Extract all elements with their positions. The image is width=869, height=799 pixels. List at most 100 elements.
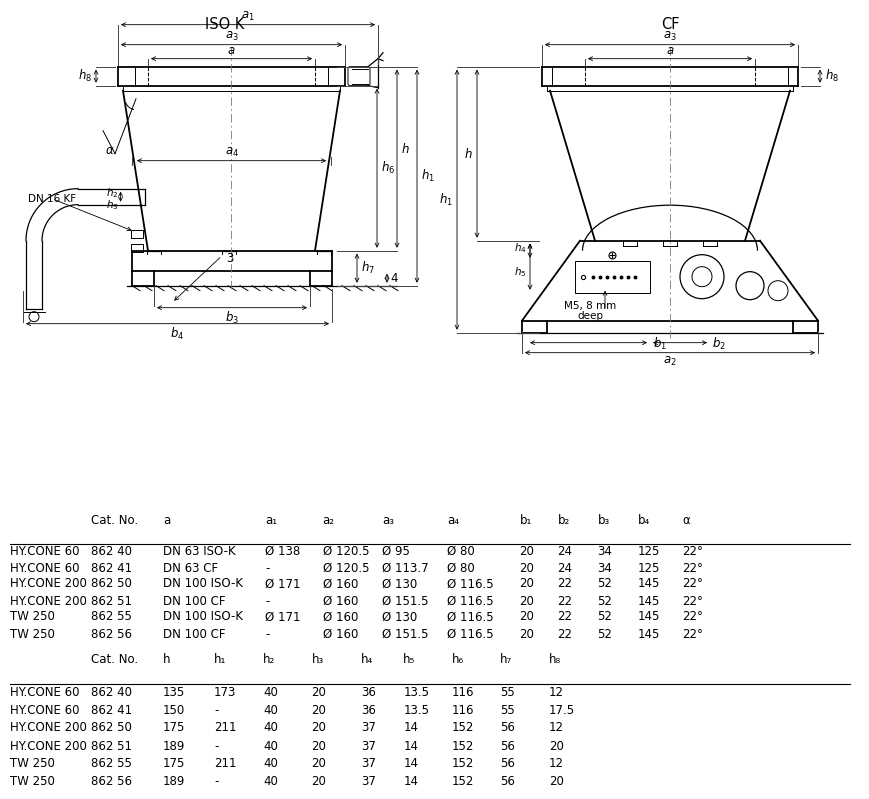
Text: 20: 20 — [519, 594, 534, 607]
Text: 145: 145 — [637, 578, 660, 590]
Text: a₁: a₁ — [264, 515, 276, 527]
Text: Ø 160: Ø 160 — [322, 627, 357, 641]
Text: HY.CONE 200: HY.CONE 200 — [10, 594, 87, 607]
Text: Ø 120.5: Ø 120.5 — [322, 544, 368, 558]
Text: 37: 37 — [361, 757, 375, 769]
Text: Ø 113.7: Ø 113.7 — [381, 562, 428, 574]
Text: 862 56: 862 56 — [91, 775, 132, 788]
Text: 862 50: 862 50 — [91, 578, 132, 590]
Text: 52: 52 — [597, 627, 612, 641]
Text: 56: 56 — [500, 757, 514, 769]
Text: 3: 3 — [226, 252, 234, 265]
Text: $a_4$: $a_4$ — [224, 145, 238, 159]
Text: Ø 130: Ø 130 — [381, 578, 417, 590]
Text: 862 40: 862 40 — [91, 544, 132, 558]
Text: 14: 14 — [402, 757, 418, 769]
Text: 40: 40 — [263, 721, 278, 734]
Text: 862 55: 862 55 — [91, 610, 132, 623]
Text: DN 100 CF: DN 100 CF — [163, 627, 225, 641]
Text: h₁: h₁ — [214, 653, 226, 666]
Text: 20: 20 — [311, 757, 326, 769]
Text: a: a — [163, 515, 170, 527]
Text: Ø 151.5: Ø 151.5 — [381, 594, 428, 607]
Text: 37: 37 — [361, 775, 375, 788]
Text: 56: 56 — [500, 740, 514, 753]
Text: 862 51: 862 51 — [91, 594, 132, 607]
Text: 37: 37 — [361, 721, 375, 734]
Text: $a$: $a$ — [227, 44, 235, 57]
Text: HY.CONE 200: HY.CONE 200 — [10, 578, 87, 590]
Text: 22: 22 — [557, 610, 572, 623]
Text: Ø 116.5: Ø 116.5 — [447, 610, 494, 623]
Text: 4: 4 — [389, 272, 397, 284]
Text: Ø 138: Ø 138 — [264, 544, 300, 558]
Text: h₆: h₆ — [451, 653, 463, 666]
Text: 20: 20 — [548, 775, 563, 788]
Text: $a_2$: $a_2$ — [662, 355, 676, 368]
Text: Cat. No.: Cat. No. — [91, 653, 138, 666]
Text: Ø 116.5: Ø 116.5 — [447, 627, 494, 641]
Text: Ø 80: Ø 80 — [447, 544, 474, 558]
Text: $b_1$: $b_1$ — [653, 336, 667, 352]
Text: 40: 40 — [263, 740, 278, 753]
Text: 22°: 22° — [681, 578, 702, 590]
Text: 37: 37 — [361, 740, 375, 753]
Text: 12: 12 — [548, 757, 563, 769]
Text: Ø 120.5: Ø 120.5 — [322, 562, 368, 574]
Text: 20: 20 — [519, 562, 534, 574]
Text: 22°: 22° — [681, 594, 702, 607]
Text: $h_4$: $h_4$ — [514, 240, 527, 255]
Text: b₄: b₄ — [637, 515, 650, 527]
Text: $h_8$: $h_8$ — [78, 68, 92, 84]
Text: 152: 152 — [451, 775, 474, 788]
Text: $h_8$: $h_8$ — [824, 68, 838, 84]
Text: h₈: h₈ — [548, 653, 561, 666]
Text: 116: 116 — [451, 686, 474, 698]
Text: 22°: 22° — [681, 627, 702, 641]
Text: 14: 14 — [402, 740, 418, 753]
Text: 22: 22 — [557, 594, 572, 607]
Text: 13.5: 13.5 — [402, 704, 428, 717]
Text: 40: 40 — [263, 757, 278, 769]
Text: 152: 152 — [451, 740, 474, 753]
Text: Ø 80: Ø 80 — [447, 562, 474, 574]
Text: 22°: 22° — [681, 610, 702, 623]
Text: 150: 150 — [163, 704, 185, 717]
Text: $h_1$: $h_1$ — [439, 192, 453, 208]
Text: 24: 24 — [557, 562, 572, 574]
Text: 189: 189 — [163, 740, 185, 753]
Text: 20: 20 — [519, 578, 534, 590]
Text: 145: 145 — [637, 627, 660, 641]
Text: 14: 14 — [402, 721, 418, 734]
Text: a₃: a₃ — [381, 515, 394, 527]
Text: Ø 95: Ø 95 — [381, 544, 409, 558]
Text: 56: 56 — [500, 721, 514, 734]
Text: TW 250: TW 250 — [10, 775, 56, 788]
Text: 20: 20 — [311, 686, 326, 698]
Text: 20: 20 — [311, 704, 326, 717]
Text: -: - — [214, 740, 218, 753]
Text: $b_2$: $b_2$ — [711, 336, 725, 352]
Text: $h_1$: $h_1$ — [421, 168, 434, 185]
Text: HY.CONE 60: HY.CONE 60 — [10, 704, 80, 717]
Text: 189: 189 — [163, 775, 185, 788]
Text: 17.5: 17.5 — [548, 704, 574, 717]
Text: Ø 151.5: Ø 151.5 — [381, 627, 428, 641]
Text: TW 250: TW 250 — [10, 757, 56, 769]
Text: h₄: h₄ — [361, 653, 373, 666]
Text: 56: 56 — [500, 775, 514, 788]
Text: HY.CONE 200: HY.CONE 200 — [10, 740, 87, 753]
Text: $h$: $h$ — [464, 147, 473, 161]
Text: 12: 12 — [548, 721, 563, 734]
Text: 12: 12 — [548, 686, 563, 698]
Text: Ø 130: Ø 130 — [381, 610, 417, 623]
Text: h₃: h₃ — [311, 653, 323, 666]
Text: DN 100 ISO-K: DN 100 ISO-K — [163, 578, 242, 590]
Text: 20: 20 — [311, 740, 326, 753]
Text: 20: 20 — [548, 740, 563, 753]
Text: 862 56: 862 56 — [91, 627, 132, 641]
Text: 125: 125 — [637, 544, 660, 558]
Text: 20: 20 — [311, 775, 326, 788]
Text: 36: 36 — [361, 686, 375, 698]
Text: h₂: h₂ — [263, 653, 275, 666]
